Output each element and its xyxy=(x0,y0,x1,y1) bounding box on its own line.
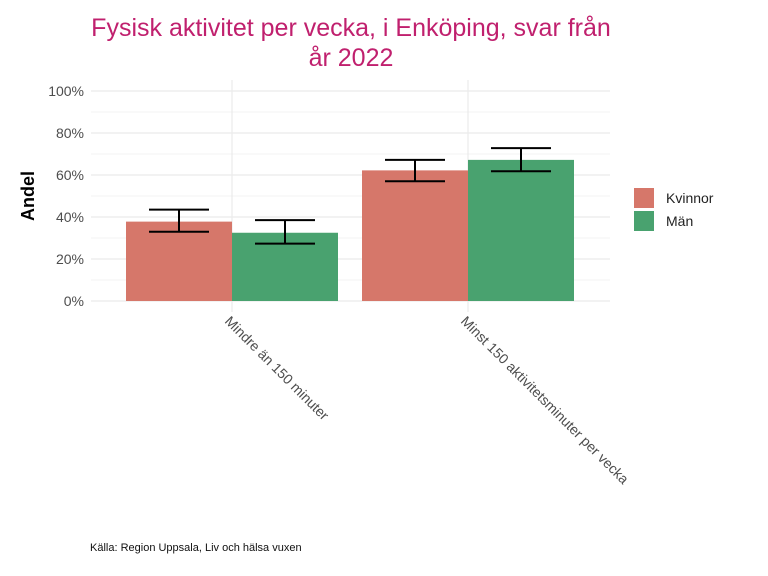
bars xyxy=(126,159,574,301)
y-tick-label: 100% xyxy=(48,83,84,99)
x-tick-label: Minst 150 aktivitetsminuter per vecka xyxy=(458,313,632,487)
y-tick-label: 80% xyxy=(56,125,84,141)
legend-item-man: Män xyxy=(634,209,713,232)
chart-title-line-2: år 2022 xyxy=(308,44,394,72)
y-tick-label: 20% xyxy=(56,251,84,267)
source-caption: Källa: Region Uppsala, Liv och hälsa vux… xyxy=(90,542,302,554)
bar-kvinnor xyxy=(362,170,468,301)
y-tick-label: 0% xyxy=(64,293,84,309)
bar-man xyxy=(468,159,574,301)
legend-label-kvinnor: Kvinnor xyxy=(666,189,714,206)
y-tick-label: 40% xyxy=(56,209,84,225)
legend-swatch-kvinnor xyxy=(634,187,654,208)
legend-swatch-man xyxy=(634,210,654,231)
chart-title-line-1: Fysisk aktivitet per vecka, i Enköping, … xyxy=(91,14,611,42)
legend-label-man: Män xyxy=(666,212,694,229)
x-tick-label: Mindre än 150 minuter xyxy=(222,313,333,424)
x-axis: Mindre än 150 minuter Minst 150 aktivitet… xyxy=(222,313,632,487)
y-axis-label: Andel xyxy=(18,171,38,221)
y-axis: 0% 20% 40% 60% 80% 100% xyxy=(48,83,84,309)
legend: Kvinnor Män xyxy=(634,186,713,232)
legend-item-kvinnor: Kvinnor xyxy=(634,186,713,209)
bar-kvinnor xyxy=(126,221,232,301)
y-tick-label: 60% xyxy=(56,167,84,183)
error-bars xyxy=(149,147,551,245)
